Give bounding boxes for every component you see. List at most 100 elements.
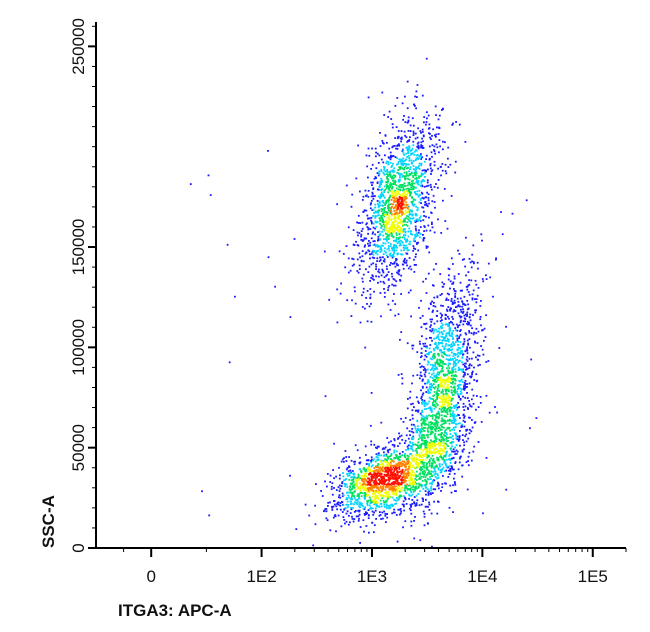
scatter-point — [385, 486, 388, 489]
scatter-point — [378, 205, 380, 207]
scatter-point — [353, 263, 355, 266]
scatter-point — [366, 487, 369, 490]
scatter-point — [336, 203, 338, 206]
scatter-point — [397, 230, 399, 232]
scatter-point — [391, 464, 394, 467]
scatter-point — [444, 318, 447, 320]
scatter-point — [422, 419, 425, 421]
scatter-point — [407, 291, 410, 294]
scatter-point — [337, 486, 340, 489]
scatter-point — [446, 402, 449, 405]
scatter-point — [417, 183, 420, 186]
scatter-point — [428, 158, 431, 161]
scatter-point — [338, 484, 341, 487]
scatter-point — [427, 407, 430, 410]
scatter-point — [371, 147, 373, 150]
scatter-point — [381, 91, 384, 94]
scatter-point — [444, 163, 447, 166]
scatter-point — [442, 442, 445, 444]
scatter-point — [425, 292, 428, 294]
scatter-point — [324, 480, 326, 483]
scatter-point — [395, 468, 397, 471]
scatter-point — [385, 475, 388, 477]
scatter-point — [445, 335, 448, 337]
scatter-point — [450, 359, 453, 361]
scatter-point — [460, 308, 462, 311]
scatter-point — [421, 462, 424, 465]
scatter-point — [434, 414, 436, 417]
scatter-point — [414, 137, 417, 140]
scatter-point — [338, 466, 340, 469]
scatter-point — [393, 247, 396, 250]
scatter-point — [380, 227, 382, 229]
scatter-point — [385, 521, 387, 523]
scatter-point — [422, 239, 425, 242]
scatter-point — [459, 444, 461, 447]
scatter-point — [405, 190, 408, 192]
scatter-point — [394, 239, 397, 242]
scatter-point — [410, 201, 413, 203]
scatter-point — [413, 457, 416, 460]
scatter-point — [408, 484, 411, 487]
scatter-point — [419, 468, 421, 470]
scatter-point — [408, 181, 411, 184]
scatter-point — [430, 170, 433, 173]
scatter-point — [414, 95, 416, 98]
scatter-point — [429, 376, 432, 378]
scatter-point — [414, 234, 416, 236]
scatter-point — [471, 327, 473, 330]
scatter-point — [415, 457, 418, 460]
scatter-point — [417, 447, 419, 449]
scatter-point — [418, 377, 421, 380]
scatter-point — [373, 278, 375, 281]
scatter-point — [455, 323, 458, 326]
scatter-point — [438, 327, 440, 330]
scatter-point — [450, 382, 452, 384]
scatter-point — [426, 382, 428, 385]
scatter-point — [411, 445, 413, 448]
scatter-point — [466, 288, 469, 291]
scatter-point — [466, 313, 468, 316]
scatter-point — [370, 460, 372, 462]
scatter-point — [471, 419, 473, 421]
scatter-point — [444, 422, 447, 424]
scatter-point — [352, 480, 355, 483]
scatter-point — [496, 411, 498, 414]
scatter-point — [386, 213, 388, 216]
scatter-point — [364, 244, 366, 247]
scatter-point — [387, 482, 390, 485]
scatter-point — [388, 203, 390, 206]
scatter-point — [464, 332, 467, 335]
scatter-point — [372, 222, 375, 225]
scatter-point — [473, 445, 476, 448]
scatter-point — [434, 472, 437, 475]
scatter-point — [442, 458, 444, 461]
scatter-point — [421, 418, 424, 420]
scatter-point — [344, 485, 346, 488]
scatter-point — [397, 498, 400, 501]
scatter-point — [455, 404, 458, 406]
scatter-point — [434, 378, 437, 381]
scatter-point — [432, 452, 435, 454]
scatter-point — [479, 318, 482, 321]
scatter-point — [383, 221, 386, 223]
scatter-point — [465, 433, 468, 436]
scatter-point — [404, 487, 406, 489]
scatter-point — [403, 171, 406, 174]
scatter-point — [368, 531, 370, 534]
scatter-point — [386, 437, 389, 439]
scatter-point — [361, 492, 364, 495]
scatter-point — [437, 481, 439, 484]
scatter-point — [398, 233, 401, 236]
scatter-point — [437, 468, 440, 471]
scatter-point — [418, 447, 420, 449]
scatter-point — [466, 386, 468, 388]
scatter-point — [452, 390, 455, 392]
scatter-point — [353, 244, 356, 246]
scatter-point — [358, 497, 361, 500]
scatter-point — [414, 248, 417, 250]
scatter-point — [420, 355, 423, 358]
scatter-point — [396, 208, 399, 211]
scatter-point — [415, 454, 417, 456]
scatter-point — [422, 238, 425, 241]
